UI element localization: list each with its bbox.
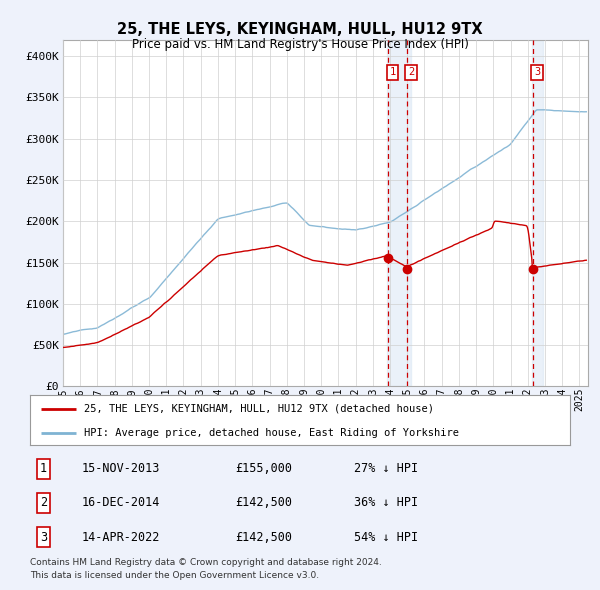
Text: 1: 1	[389, 67, 395, 77]
Text: 2: 2	[408, 67, 414, 77]
Text: 15-NOV-2013: 15-NOV-2013	[82, 463, 160, 476]
Text: This data is licensed under the Open Government Licence v3.0.: This data is licensed under the Open Gov…	[30, 571, 319, 579]
Text: Price paid vs. HM Land Registry's House Price Index (HPI): Price paid vs. HM Land Registry's House …	[131, 38, 469, 51]
Text: HPI: Average price, detached house, East Riding of Yorkshire: HPI: Average price, detached house, East…	[84, 428, 459, 438]
Text: £155,000: £155,000	[235, 463, 292, 476]
Text: 14-APR-2022: 14-APR-2022	[82, 530, 160, 543]
Text: 16-DEC-2014: 16-DEC-2014	[82, 496, 160, 510]
Text: 54% ↓ HPI: 54% ↓ HPI	[354, 530, 418, 543]
Text: Contains HM Land Registry data © Crown copyright and database right 2024.: Contains HM Land Registry data © Crown c…	[30, 558, 382, 566]
Text: £142,500: £142,500	[235, 530, 292, 543]
Text: 25, THE LEYS, KEYINGHAM, HULL, HU12 9TX: 25, THE LEYS, KEYINGHAM, HULL, HU12 9TX	[117, 22, 483, 37]
Bar	[387, 40, 411, 386]
Text: 25, THE LEYS, KEYINGHAM, HULL, HU12 9TX (detached house): 25, THE LEYS, KEYINGHAM, HULL, HU12 9TX …	[84, 404, 434, 414]
Text: 1: 1	[40, 463, 47, 476]
Text: 36% ↓ HPI: 36% ↓ HPI	[354, 496, 418, 510]
Text: 27% ↓ HPI: 27% ↓ HPI	[354, 463, 418, 476]
Text: 3: 3	[534, 67, 540, 77]
Text: £142,500: £142,500	[235, 496, 292, 510]
Text: 2: 2	[40, 496, 47, 510]
Text: 3: 3	[40, 530, 47, 543]
Bar	[532, 40, 543, 386]
